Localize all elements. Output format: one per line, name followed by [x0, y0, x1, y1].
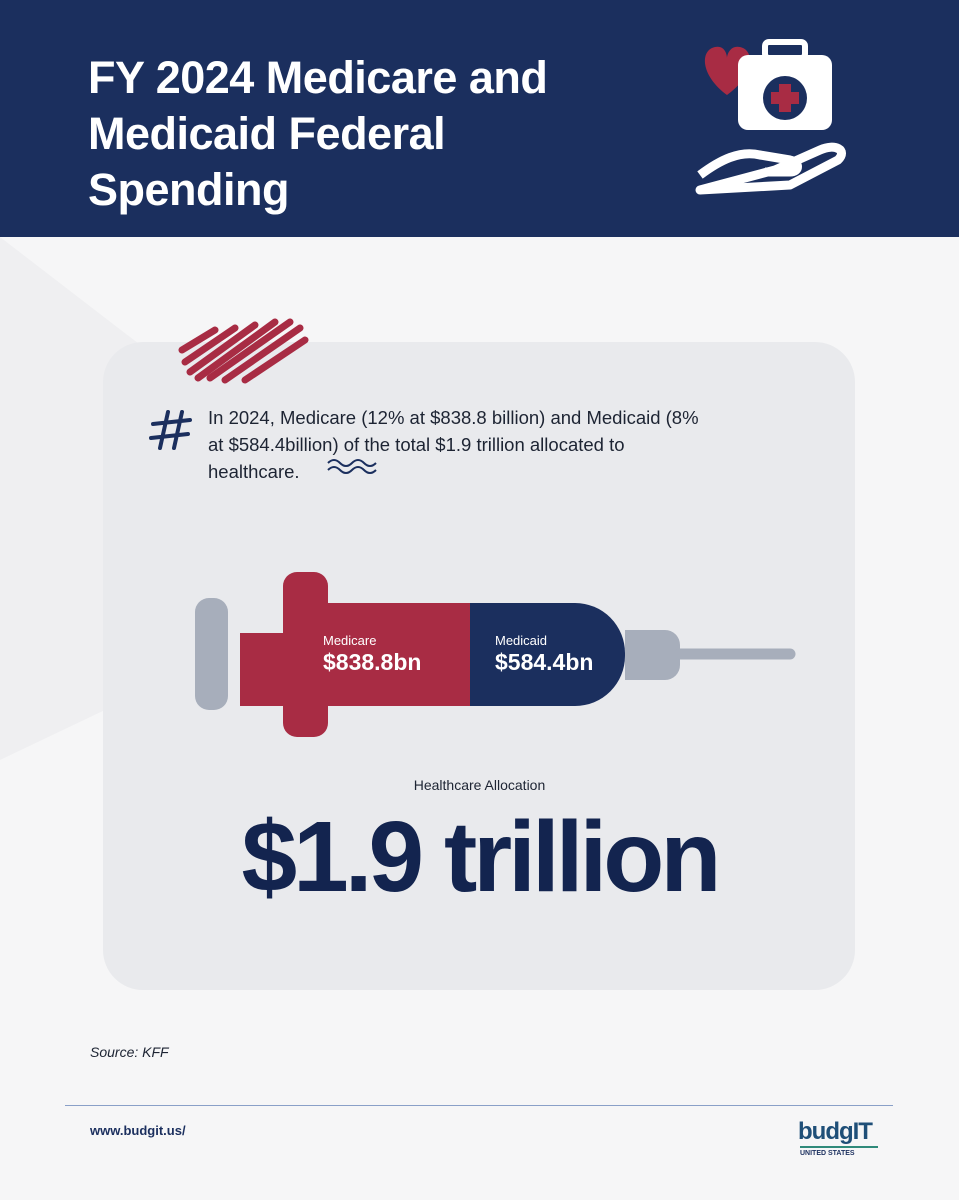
- wave: [327, 459, 377, 474]
- segment-value: $584.4bn: [495, 649, 594, 675]
- segment-label: Medicare: [323, 633, 377, 648]
- scribble: [178, 318, 309, 384]
- divider: [65, 1105, 893, 1106]
- health-icon: [695, 39, 846, 195]
- segment-label: Medicaid: [495, 633, 548, 648]
- hash-icon: [149, 410, 192, 450]
- total-label: Healthcare Allocation: [413, 777, 546, 793]
- total-value: $1.9 trillion: [241, 801, 722, 913]
- segment-value: $838.8bn: [323, 649, 422, 675]
- note: In 2024, Medicare (12% at $838.8 billion…: [208, 407, 699, 482]
- source: Source: KFF: [90, 1044, 169, 1060]
- syringe: [195, 572, 796, 737]
- logo: budgIT: [798, 1118, 873, 1145]
- logo-rule: [800, 1146, 878, 1148]
- logo-sub: UNITED STATES: [800, 1150, 855, 1157]
- title: FY 2024 Medicare and Medicaid Federal Sp…: [88, 52, 548, 215]
- url: www.budgit.us/: [90, 1123, 186, 1138]
